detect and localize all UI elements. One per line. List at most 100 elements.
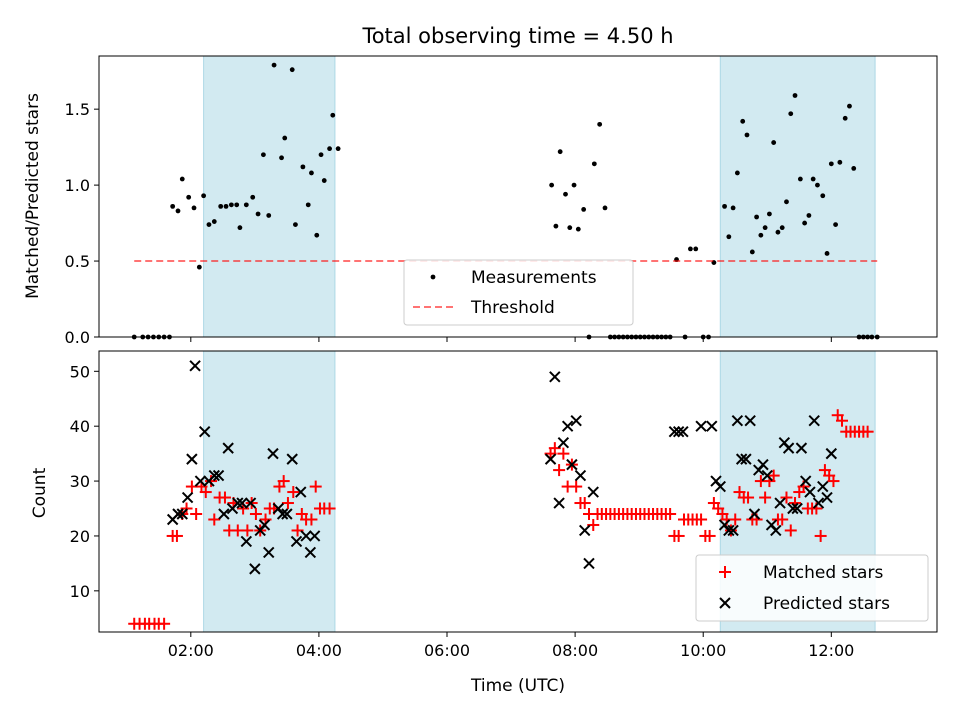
measurement-point	[549, 182, 555, 188]
legend-predicted-marker	[719, 597, 731, 609]
predicted-point	[181, 491, 194, 504]
predicted-point	[804, 486, 816, 498]
predicted-point	[825, 447, 838, 460]
predicted-point	[570, 414, 582, 427]
predicted-point-b	[748, 508, 761, 520]
predicted-point-b	[236, 497, 248, 509]
predicted-point	[553, 497, 565, 509]
measurement-point	[851, 166, 857, 171]
predicted-point-b	[198, 425, 211, 438]
predicted-point	[240, 535, 253, 548]
predicted-point	[579, 524, 591, 537]
predicted-point-b	[290, 535, 303, 548]
predicted-point	[258, 519, 271, 531]
matched-point	[305, 513, 318, 526]
measurement-point	[744, 132, 750, 138]
measurement-point	[597, 121, 603, 127]
top-panel: 0.0 0.5 1.0 1.5 Matched/Predicted stars Mea…	[23, 55, 938, 347]
measurement-point	[730, 205, 736, 211]
predicted-point	[208, 469, 220, 482]
bottom-x-ticks: 02:00 04:00 06:00 08:00 10:00 12:00	[168, 632, 854, 660]
predicted-point	[244, 497, 257, 509]
legend-measurements-marker	[430, 274, 436, 280]
predicted-point-b	[574, 469, 587, 482]
predicted-point	[212, 469, 225, 482]
measurement-point	[571, 182, 577, 188]
measurement-point	[828, 161, 834, 167]
night-shade	[203, 56, 335, 337]
predicted-point-b	[244, 497, 257, 509]
predicted-point	[744, 414, 756, 427]
matched-point	[249, 508, 262, 521]
measurement-point	[740, 118, 746, 124]
predicted-point-b	[770, 524, 782, 537]
predicted-point-b	[295, 486, 307, 498]
bottom-panel: 02:00 04:00 06:00 08:00 10:00 12:00 10 20 30 40 5…	[30, 350, 938, 660]
top-shaded-intervals	[203, 56, 876, 337]
predicted-point-b	[557, 436, 570, 449]
x-tick-label: 10:00	[680, 641, 726, 660]
measurement-point	[722, 203, 727, 209]
measurement-point	[775, 229, 781, 235]
matched-point	[323, 502, 336, 515]
predicted-point	[817, 480, 829, 493]
measurement-point	[802, 220, 808, 226]
measurement-point	[318, 152, 324, 158]
matched-point	[827, 475, 840, 488]
predicted-point	[290, 535, 303, 548]
predicted-point	[727, 524, 739, 537]
measurement-point	[847, 103, 852, 109]
top-axes-frame	[98, 55, 938, 338]
figure-title: Total observing time = 4.50 h	[361, 24, 673, 48]
night-shade	[203, 351, 335, 632]
matched-point	[578, 497, 591, 510]
bottom-legend-box	[695, 554, 929, 622]
measurement-point	[779, 225, 785, 231]
predicted-point	[281, 508, 293, 520]
predicted-point	[267, 447, 279, 460]
predicted-point-b	[308, 530, 321, 542]
legend-measurements-label: Measurements	[471, 268, 597, 288]
predicted-point-b	[304, 546, 317, 559]
measurement-point	[784, 199, 789, 205]
predicted-point-b	[553, 497, 565, 509]
predicted-point-b	[808, 414, 820, 427]
matched-point	[695, 513, 708, 526]
matched-point	[170, 529, 183, 542]
matched-point	[205, 475, 218, 488]
predicted-point	[308, 530, 321, 542]
predicted-point	[695, 420, 707, 432]
measurement-point	[788, 111, 794, 117]
top-legend: Measurements Threshold	[403, 259, 634, 326]
matched-point	[548, 442, 561, 455]
measurement-point	[218, 203, 224, 209]
predicted-point	[198, 425, 211, 438]
predicted-point	[787, 502, 799, 515]
predicted-point-b	[281, 508, 293, 520]
predicted-point	[799, 475, 812, 487]
matched-point	[208, 513, 221, 526]
predicted-point-b	[222, 442, 234, 454]
measurement-point	[228, 202, 234, 208]
measurement-point	[563, 191, 568, 197]
measurement-point	[557, 149, 563, 155]
predicted-point-b	[668, 425, 681, 438]
predicted-point-b	[544, 453, 557, 465]
predicted-point	[300, 530, 312, 542]
measurement-point	[314, 232, 320, 238]
matched-point	[281, 497, 294, 510]
measurement-point	[726, 234, 732, 240]
predicted-point-b	[276, 508, 289, 520]
matched-point	[241, 524, 254, 537]
predicted-point-b	[579, 524, 591, 537]
measurement-point	[237, 225, 243, 231]
measurement-point	[815, 182, 820, 188]
predicted-point-b	[208, 469, 220, 482]
predicted-point	[740, 453, 752, 465]
predicted-point-b	[267, 447, 279, 460]
predicted-point	[236, 497, 248, 509]
measurement-point	[335, 146, 341, 152]
y-tick-label: 0.5	[65, 252, 90, 271]
matched-point	[277, 475, 290, 488]
predicted-point-b	[787, 502, 799, 515]
